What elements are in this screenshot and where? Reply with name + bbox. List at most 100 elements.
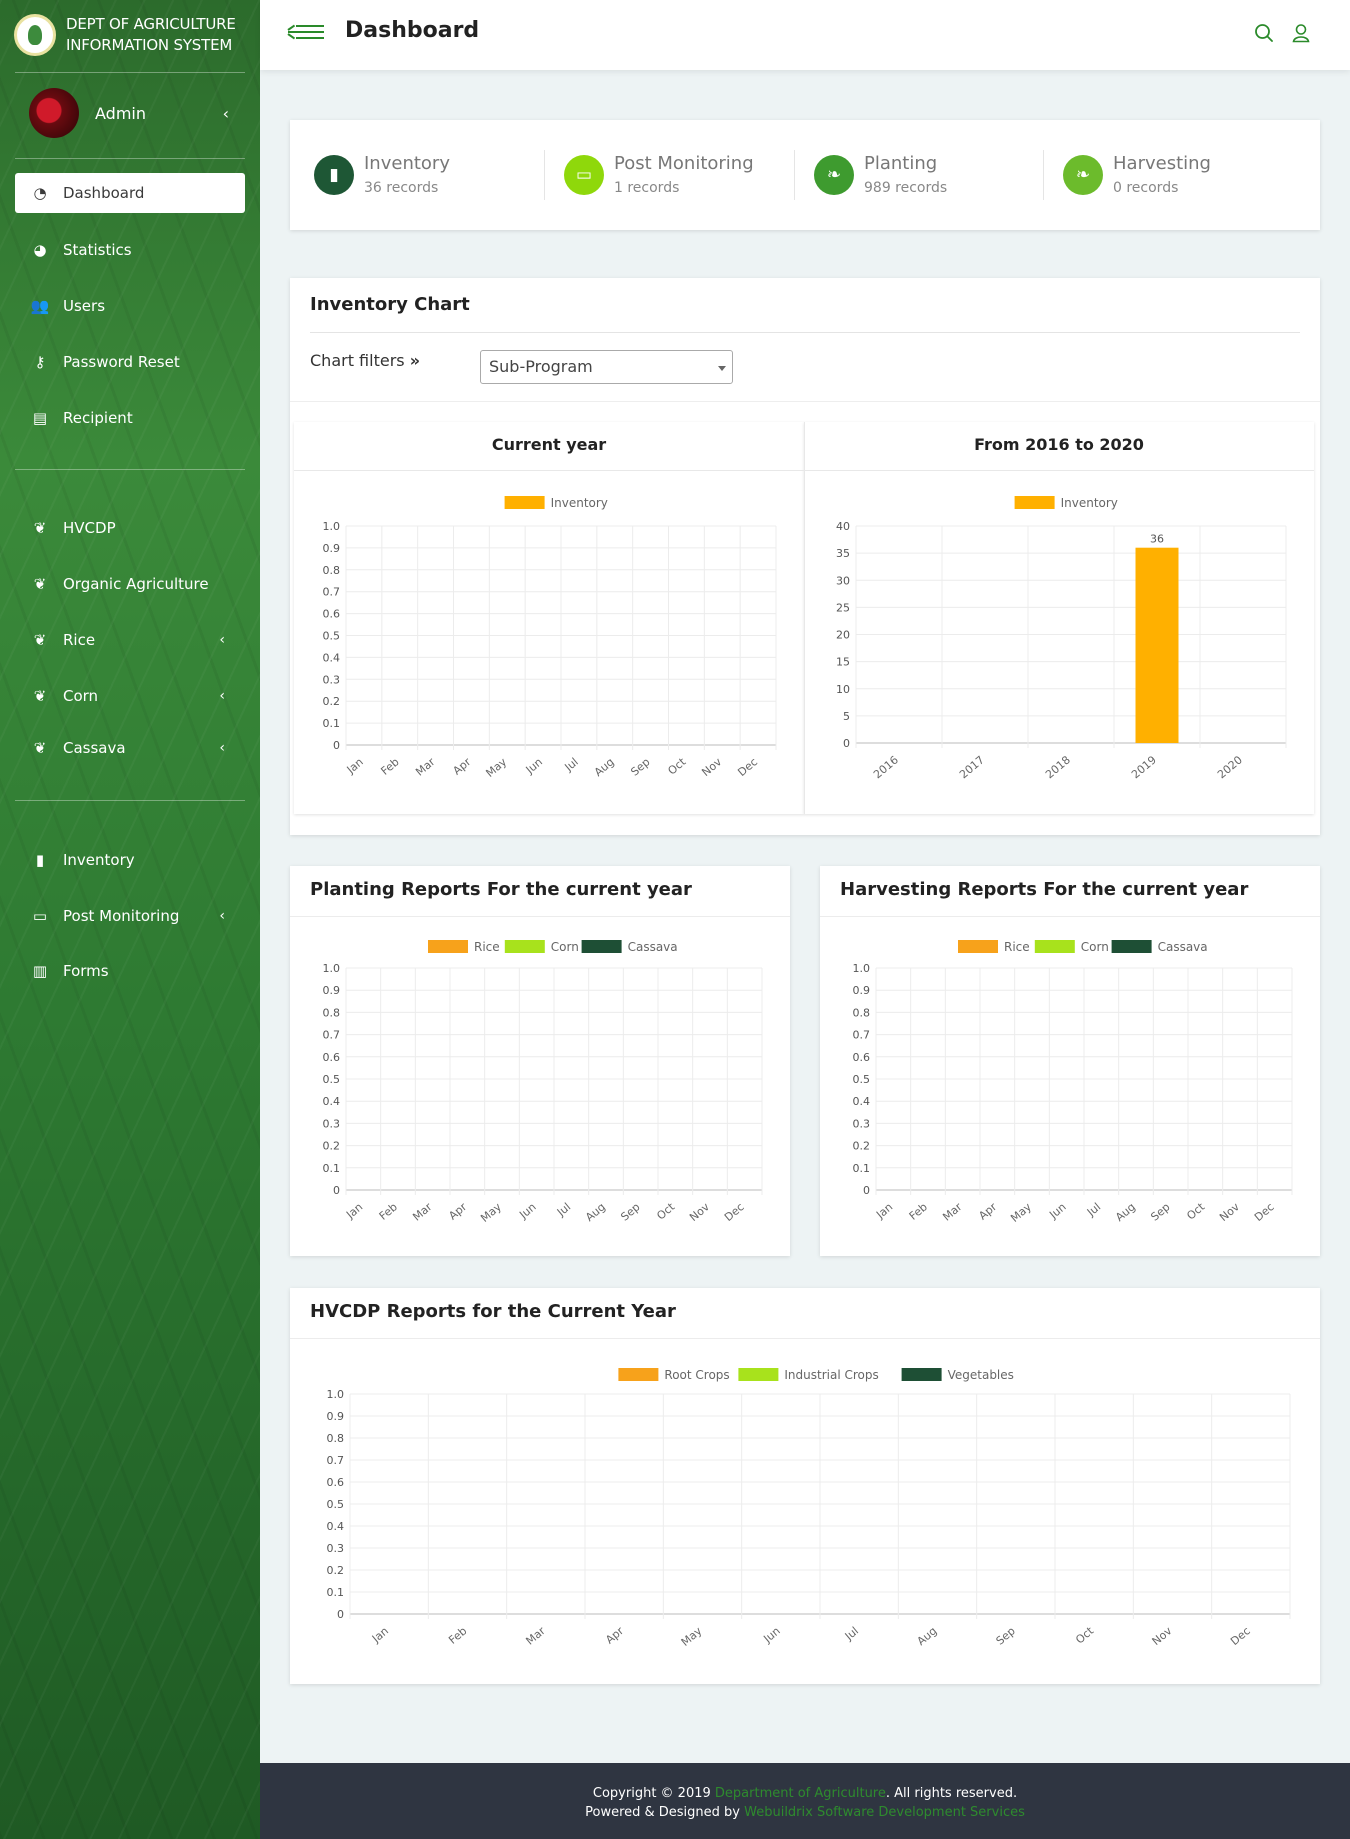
x-tick-label: Jun (523, 755, 545, 777)
harvesting-chart: Rice Corn Cassava 1.0 0.9 0.8 0.7 0.6 0.5 0.4 0.3 0… (853, 940, 1293, 1225)
y-tick-label: 0.9 (853, 984, 871, 997)
legend-label[interactable]: Corn (1081, 940, 1109, 954)
stat-inventory[interactable]: ▮ Inventory 36 records (314, 153, 450, 196)
y-tick-label: 0.2 (327, 1564, 345, 1577)
stat-planting[interactable]: ❧ Planting 989 records (814, 153, 947, 196)
bar[interactable] (1135, 547, 1179, 743)
legend-swatch[interactable] (958, 940, 998, 953)
y-tick-label: 0.6 (323, 608, 341, 621)
chart-legend: Root Crops Industrial Crops Vegetables (618, 1368, 1014, 1382)
sidebar-item-password-reset[interactable]: ⚷ Password Reset (15, 342, 245, 382)
developer-link[interactable]: Webuildrix Software Development Services (744, 1805, 1025, 1820)
bar-chart-icon: ▥ (32, 962, 48, 980)
chart-legend: Rice Corn Cassava (428, 940, 678, 954)
x-tick-label: Aug (592, 755, 617, 779)
id-card-icon: ▤ (32, 409, 48, 427)
x-tick-label: May (483, 755, 509, 780)
menu-toggle-icon[interactable] (287, 23, 324, 41)
legend-swatch[interactable] (738, 1368, 779, 1381)
x-tick-label: Apr (446, 1200, 469, 1222)
y-tick-label: 0.1 (323, 1162, 341, 1175)
y-tick-label: 0 (843, 737, 850, 750)
sidebar-item-cassava[interactable]: ❦ Cassava ‹ (15, 728, 245, 768)
x-tick-label: Sep (618, 1200, 642, 1223)
sidebar-item-label: Corn (63, 687, 99, 705)
x-tick-label: Dec (1228, 1624, 1253, 1648)
legend-label[interactable]: Vegetables (948, 1368, 1014, 1382)
y-tick-label: 0.8 (323, 564, 341, 577)
legend-swatch[interactable] (1014, 496, 1055, 509)
x-tick-label: Mar (523, 1624, 548, 1648)
chevron-left-icon: ‹ (222, 103, 229, 123)
sidebar-divider (15, 158, 245, 159)
user-icon[interactable] (1290, 22, 1312, 44)
sub-program-select[interactable]: Sub-Program (480, 350, 733, 384)
legend-swatch[interactable] (581, 940, 622, 953)
legend-label[interactable]: Cassava (1158, 940, 1208, 954)
x-tick-label: Nov (1150, 1624, 1175, 1648)
sidebar-item-inventory[interactable]: ▮ Inventory (15, 840, 245, 880)
harvesting-report-title: Harvesting Reports For the current year (840, 879, 1249, 900)
department-link[interactable]: Department of Agriculture (714, 1786, 886, 1801)
sidebar-item-statistics[interactable]: ◕ Statistics (15, 230, 245, 270)
legend-swatch[interactable] (1111, 940, 1152, 953)
legend-swatch[interactable] (618, 1368, 659, 1381)
sidebar-item-organic-agriculture[interactable]: ❦ Organic Agriculture (15, 564, 245, 604)
user-menu[interactable]: Admin ‹ (29, 88, 229, 138)
stat-post-monitoring[interactable]: ▭ Post Monitoring 1 records (564, 153, 754, 196)
x-tick-label: Jan (369, 1624, 391, 1646)
stat-harvesting[interactable]: ❧ Harvesting 0 records (1063, 153, 1211, 196)
sidebar-item-corn[interactable]: ❦ Corn ‹ (15, 676, 245, 716)
chevron-left-icon: ‹ (219, 740, 225, 756)
legend-label[interactable]: Inventory (1061, 496, 1118, 510)
legend-label[interactable]: Root Crops (664, 1368, 729, 1382)
stat-divider (544, 150, 545, 200)
y-tick-label: 0.1 (853, 1162, 871, 1175)
stats-card (290, 120, 1320, 230)
sidebar-item-forms[interactable]: ▥ Forms (15, 951, 245, 991)
y-tick-label: 0.4 (853, 1095, 871, 1108)
legend-label[interactable]: Industrial Crops (784, 1368, 878, 1382)
x-tick-label: Dec (735, 755, 760, 779)
stat-divider (794, 150, 795, 200)
sidebar-item-label: HVCDP (63, 519, 116, 537)
x-axis: Jan Feb Mar Apr May Jun Jul Aug Sep Oct Nov Dec (344, 526, 777, 780)
x-tick-label: May (478, 1200, 504, 1225)
seedling-icon: ❦ (33, 739, 47, 757)
seedling-icon: ❦ (33, 575, 47, 593)
y-tick-label: 0.7 (323, 1029, 341, 1042)
x-tick-label: Jan (873, 1200, 895, 1222)
seedling-icon: ❦ (33, 687, 47, 705)
y-axis: 1.0 0.9 0.8 0.7 0.6 0.5 0.4 0.3 0.2 0.1 0 (853, 962, 1292, 1197)
legend-swatch[interactable] (504, 496, 545, 509)
y-axis: 40 35 30 25 20 15 10 5 0 (836, 520, 1286, 750)
sidebar-item-users[interactable]: 👥 Users (15, 286, 245, 326)
legend-swatch[interactable] (901, 1368, 942, 1381)
sidebar-item-dashboard[interactable]: ◔ Dashboard (15, 173, 245, 213)
legend-label[interactable]: Inventory (551, 496, 608, 510)
sidebar-item-rice[interactable]: ❦ Rice ‹ (15, 620, 245, 660)
x-tick-label: Feb (377, 1200, 400, 1222)
y-tick-label: 0.5 (323, 630, 341, 643)
legend-swatch[interactable] (504, 940, 545, 953)
current-year-title: Current year (491, 435, 607, 454)
y-tick-label: 0.9 (323, 984, 341, 997)
legend-label[interactable]: Corn (551, 940, 579, 954)
legend-label[interactable]: Rice (1004, 940, 1030, 954)
legend-label[interactable]: Cassava (628, 940, 678, 954)
x-tick-label: Nov (1217, 1200, 1242, 1224)
legend-swatch[interactable] (1034, 940, 1075, 953)
sidebar-item-recipient[interactable]: ▤ Recipient (15, 398, 245, 438)
sidebar-item-label: Inventory (63, 851, 135, 869)
x-tick-label: 2019 (1129, 753, 1159, 780)
y-axis: 1.0 0.9 0.8 0.7 0.6 0.5 0.4 0.3 0.2 0.1 0 (323, 962, 762, 1197)
brand[interactable]: DEPT OF AGRICULTURE INFORMATION SYSTEM (14, 14, 236, 56)
legend-swatch[interactable] (428, 940, 468, 953)
legend-label[interactable]: Rice (474, 940, 500, 954)
search-icon[interactable] (1253, 22, 1275, 44)
x-tick-label: Nov (687, 1200, 712, 1224)
sidebar-item-post-monitoring[interactable]: ▭ Post Monitoring ‹ (15, 896, 245, 936)
sidebar-item-hvcdp[interactable]: ❦ HVCDP (15, 508, 245, 548)
y-tick-label: 0.6 (853, 1051, 871, 1064)
